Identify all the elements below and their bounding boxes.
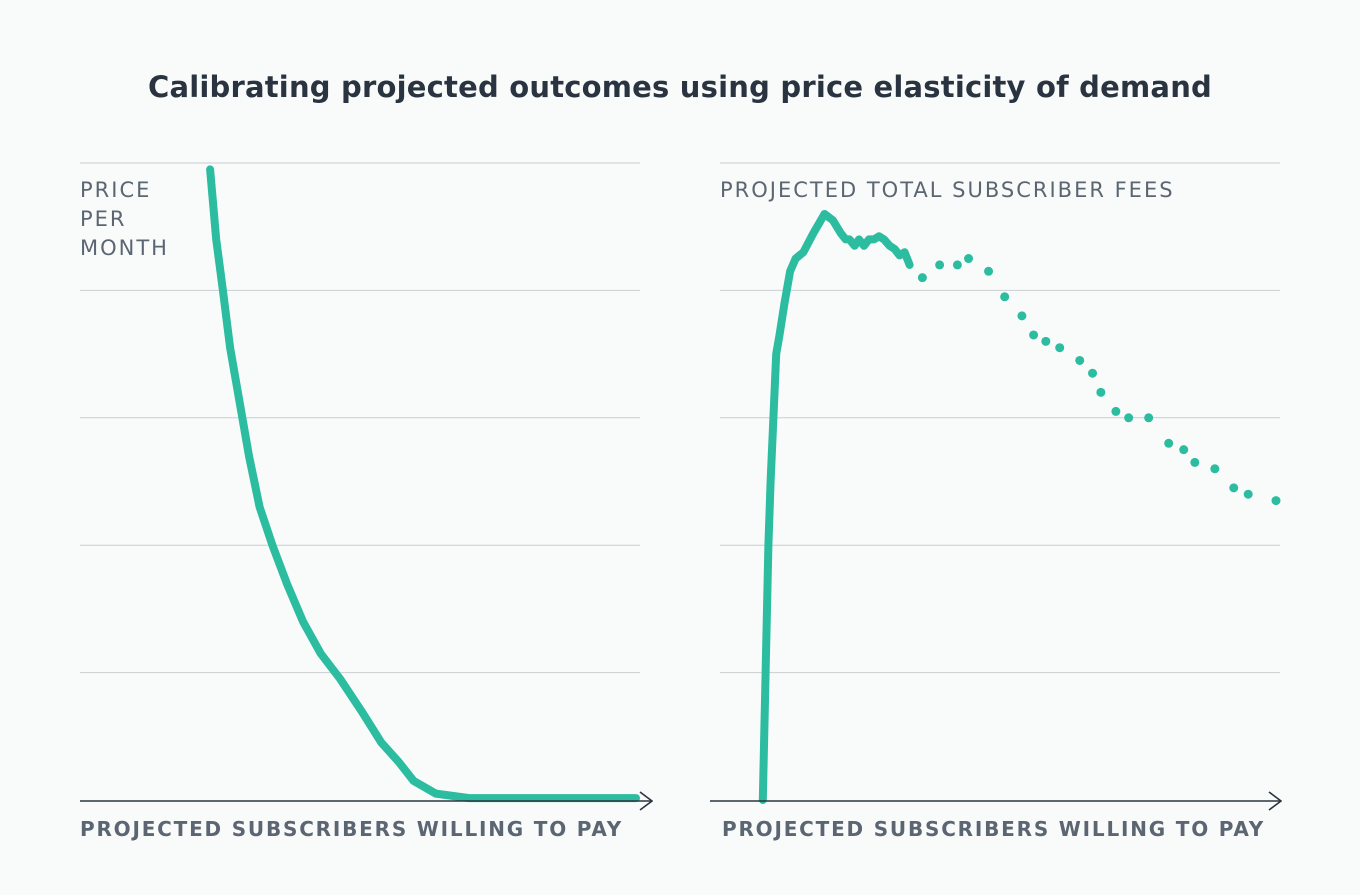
data-point [917,273,927,283]
y-label-line: PRICE [80,178,151,202]
data-point [1000,292,1010,302]
price-chart-y-label: PRICE PER MONTH [80,178,169,260]
data-point [935,260,945,270]
y-label-line: PROJECTED TOTAL SUBSCRIBER FEES [720,178,1175,202]
data-point [1229,483,1239,493]
price-chart-grid [80,162,640,674]
data-point [1164,438,1174,448]
data-point [1111,406,1121,416]
data-point [1124,413,1134,423]
price-chart: PRICE PER MONTH PROJECTED SUBSCRIBERS WILL… [80,162,652,841]
series-line [206,165,640,803]
data-point [1179,445,1189,455]
fees-chart-y-label: PROJECTED TOTAL SUBSCRIBER FEES [720,178,1175,202]
price-chart-plot [206,165,640,803]
fees-chart: PROJECTED TOTAL SUBSCRIBER FEES PROJECTE… [710,162,1281,841]
series-line [758,210,914,804]
y-label-line: PER [80,207,127,231]
data-point [1017,311,1027,321]
fees-chart-grid [720,162,1280,674]
data-point [1243,489,1253,499]
data-point [1055,343,1065,353]
data-point [1029,330,1039,340]
data-point [952,260,962,270]
fees-chart-x-label: PROJECTED SUBSCRIBERS WILLING TO PAY [722,817,1265,841]
data-point [1075,355,1085,365]
data-point [1144,413,1154,423]
y-label-line: MONTH [80,236,169,260]
data-point [1190,457,1200,467]
data-point [984,266,994,276]
price-chart-x-label: PROJECTED SUBSCRIBERS WILLING TO PAY [80,817,623,841]
data-point [1088,368,1098,378]
fees-chart-plot [758,210,1281,804]
data-point [1096,387,1106,397]
page-title: Calibrating projected outcomes using pri… [147,70,1213,104]
data-point [1210,464,1220,474]
data-point [964,254,974,264]
data-point [1041,336,1051,346]
data-point [1271,496,1281,506]
